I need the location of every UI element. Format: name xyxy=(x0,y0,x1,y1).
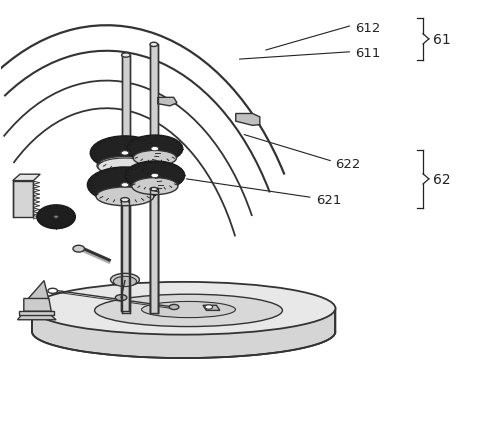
Text: 61: 61 xyxy=(433,33,451,47)
Ellipse shape xyxy=(151,174,158,178)
Ellipse shape xyxy=(132,178,178,195)
Ellipse shape xyxy=(120,183,129,187)
Polygon shape xyxy=(122,56,130,313)
Ellipse shape xyxy=(122,54,130,58)
Polygon shape xyxy=(203,305,220,311)
Ellipse shape xyxy=(152,148,158,151)
Ellipse shape xyxy=(121,152,129,155)
Ellipse shape xyxy=(37,205,75,229)
Ellipse shape xyxy=(150,43,158,47)
Polygon shape xyxy=(13,175,40,181)
Ellipse shape xyxy=(151,174,158,178)
Ellipse shape xyxy=(151,147,158,151)
Text: 62: 62 xyxy=(433,173,450,187)
Polygon shape xyxy=(121,200,129,311)
Ellipse shape xyxy=(205,305,213,309)
Ellipse shape xyxy=(133,151,176,166)
Ellipse shape xyxy=(97,157,153,176)
Text: 611: 611 xyxy=(355,47,380,60)
Polygon shape xyxy=(27,281,49,300)
Ellipse shape xyxy=(121,151,129,155)
Ellipse shape xyxy=(150,188,158,191)
Ellipse shape xyxy=(125,161,185,190)
Polygon shape xyxy=(150,190,158,314)
Polygon shape xyxy=(150,45,158,314)
Ellipse shape xyxy=(96,187,154,206)
Ellipse shape xyxy=(54,216,58,219)
Ellipse shape xyxy=(98,158,152,176)
Polygon shape xyxy=(236,114,260,126)
Polygon shape xyxy=(13,181,33,217)
Text: 621: 621 xyxy=(316,194,341,207)
Ellipse shape xyxy=(90,137,159,170)
Polygon shape xyxy=(24,299,51,311)
Ellipse shape xyxy=(115,295,127,301)
Ellipse shape xyxy=(114,277,137,287)
Text: 612: 612 xyxy=(355,22,380,35)
Ellipse shape xyxy=(127,136,183,163)
Text: 622: 622 xyxy=(335,158,361,171)
Polygon shape xyxy=(32,308,335,358)
Ellipse shape xyxy=(87,167,162,203)
Ellipse shape xyxy=(121,183,129,187)
Ellipse shape xyxy=(95,294,283,327)
Polygon shape xyxy=(19,311,54,315)
Ellipse shape xyxy=(32,282,335,335)
Polygon shape xyxy=(158,98,177,106)
Ellipse shape xyxy=(48,288,57,294)
Ellipse shape xyxy=(121,198,129,202)
Polygon shape xyxy=(17,300,56,320)
Ellipse shape xyxy=(169,305,179,310)
Ellipse shape xyxy=(142,302,236,318)
Ellipse shape xyxy=(73,246,85,253)
Ellipse shape xyxy=(111,274,140,286)
